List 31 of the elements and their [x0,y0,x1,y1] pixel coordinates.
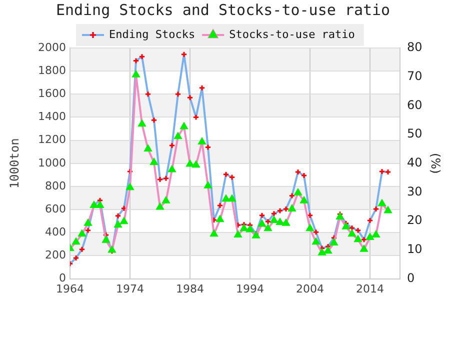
y-tick-label: 800 [45,179,66,192]
y2-tick-label: 0 [407,270,415,285]
y-axis-title: 1000ton [7,138,22,189]
y2-tick-label: 80 [407,40,422,54]
x-tick-label: 1994 [236,282,264,296]
x-tick-label: 1964 [56,282,84,296]
y2-tick-label: 20 [407,213,422,228]
y-tick-label: 1600 [38,87,66,100]
y2-tick-label: 60 [407,98,422,112]
y-tick-label: 200 [45,248,66,262]
x-tick-label: 2004 [296,282,324,296]
y-tick-label: 600 [45,202,66,216]
legend-label: Ending Stocks [109,28,196,41]
y2-tick-label: 40 [407,156,422,170]
x-tick-label: 1984 [176,282,204,296]
y2-tick-label: 50 [407,126,422,141]
y2-tick-label: 10 [407,242,422,256]
chart-title: Ending Stocks and Stocks-to-use ratio [56,0,390,19]
y-tick-label: 1000 [38,156,66,170]
y-tick-label: 1800 [38,64,66,77]
y2-tick-label: 70 [407,68,422,83]
y-tick-label: 2000 [38,40,66,54]
y-tick-label: 400 [45,226,66,238]
x-tick-label: 2014 [356,282,384,296]
x-tick-label: 1974 [116,282,144,296]
y-tick-label: 1400 [38,110,66,124]
y2-tick-label: 30 [407,184,422,198]
y2-axis-title: (%) [428,153,443,174]
y-tick-label: 0 [59,272,66,285]
legend-label: Stocks-to-use ratio [229,28,355,41]
y-tick-label: 1200 [38,133,66,146]
